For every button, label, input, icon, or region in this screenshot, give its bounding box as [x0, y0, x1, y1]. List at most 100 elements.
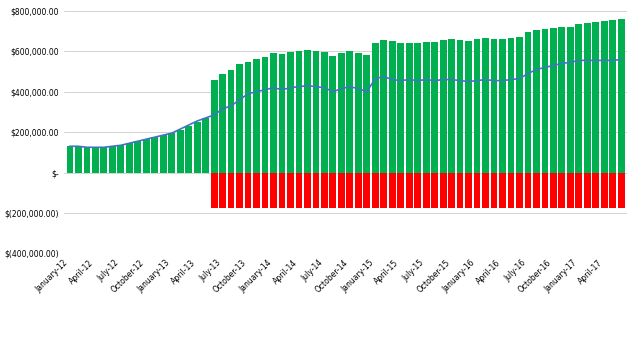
Bar: [287, 173, 294, 208]
Bar: [499, 39, 506, 173]
Bar: [194, 122, 200, 173]
Bar: [253, 59, 260, 173]
Bar: [278, 173, 285, 208]
Bar: [364, 55, 370, 173]
Bar: [287, 52, 294, 173]
Bar: [262, 173, 268, 208]
Bar: [482, 38, 489, 173]
Bar: [296, 173, 302, 208]
Bar: [186, 126, 192, 173]
Bar: [541, 173, 548, 208]
Bar: [67, 146, 74, 173]
Bar: [330, 56, 336, 173]
Bar: [236, 64, 243, 173]
Bar: [338, 173, 345, 208]
Bar: [406, 173, 413, 208]
Bar: [109, 146, 116, 173]
Bar: [559, 173, 565, 208]
Bar: [75, 146, 82, 173]
Bar: [482, 173, 489, 208]
Bar: [100, 147, 108, 173]
Bar: [465, 173, 472, 208]
Bar: [457, 40, 463, 173]
Bar: [380, 173, 387, 208]
Bar: [575, 173, 582, 208]
Bar: [372, 43, 379, 173]
Bar: [609, 20, 616, 173]
Bar: [220, 73, 226, 173]
Bar: [296, 51, 302, 173]
Bar: [304, 50, 311, 173]
Bar: [508, 38, 515, 173]
Bar: [584, 173, 591, 208]
Bar: [550, 173, 557, 208]
Bar: [423, 42, 429, 173]
Bar: [228, 173, 234, 208]
Bar: [465, 41, 472, 173]
Bar: [236, 173, 243, 208]
Bar: [160, 135, 166, 173]
Bar: [601, 21, 608, 173]
Bar: [355, 173, 362, 208]
Bar: [389, 173, 396, 208]
Bar: [508, 173, 515, 208]
Bar: [550, 28, 557, 173]
Bar: [618, 173, 625, 208]
Bar: [609, 173, 616, 208]
Bar: [440, 173, 447, 208]
Bar: [228, 71, 234, 173]
Bar: [346, 51, 353, 173]
Bar: [567, 27, 574, 173]
Bar: [491, 173, 497, 208]
Bar: [525, 173, 531, 208]
Bar: [389, 41, 396, 173]
Bar: [244, 173, 252, 208]
Bar: [253, 173, 260, 208]
Bar: [220, 173, 226, 208]
Bar: [244, 62, 252, 173]
Bar: [491, 39, 497, 173]
Bar: [270, 53, 277, 173]
Bar: [355, 53, 362, 173]
Bar: [474, 173, 481, 208]
Bar: [406, 43, 413, 173]
Bar: [423, 173, 429, 208]
Bar: [134, 141, 141, 173]
Bar: [431, 42, 438, 173]
Bar: [593, 173, 599, 208]
Bar: [83, 147, 90, 173]
Bar: [312, 51, 319, 173]
Bar: [431, 173, 438, 208]
Bar: [397, 173, 404, 208]
Bar: [457, 173, 463, 208]
Bar: [372, 173, 379, 208]
Bar: [330, 173, 336, 208]
Bar: [516, 37, 523, 173]
Bar: [117, 145, 124, 173]
Bar: [593, 22, 599, 173]
Bar: [364, 173, 370, 208]
Bar: [143, 139, 150, 173]
Bar: [346, 173, 353, 208]
Bar: [567, 173, 574, 208]
Bar: [338, 53, 345, 173]
Bar: [559, 27, 565, 173]
Bar: [440, 40, 447, 173]
Bar: [525, 32, 531, 173]
Bar: [618, 19, 625, 173]
Bar: [321, 52, 328, 173]
Bar: [211, 80, 218, 173]
Bar: [92, 147, 99, 173]
Bar: [601, 173, 608, 208]
Bar: [177, 130, 184, 173]
Bar: [278, 54, 285, 173]
Bar: [397, 43, 404, 173]
Bar: [304, 173, 311, 208]
Bar: [499, 173, 506, 208]
Bar: [380, 40, 387, 173]
Bar: [202, 118, 209, 173]
Bar: [321, 173, 328, 208]
Bar: [474, 39, 481, 173]
Bar: [584, 23, 591, 173]
Bar: [575, 24, 582, 173]
